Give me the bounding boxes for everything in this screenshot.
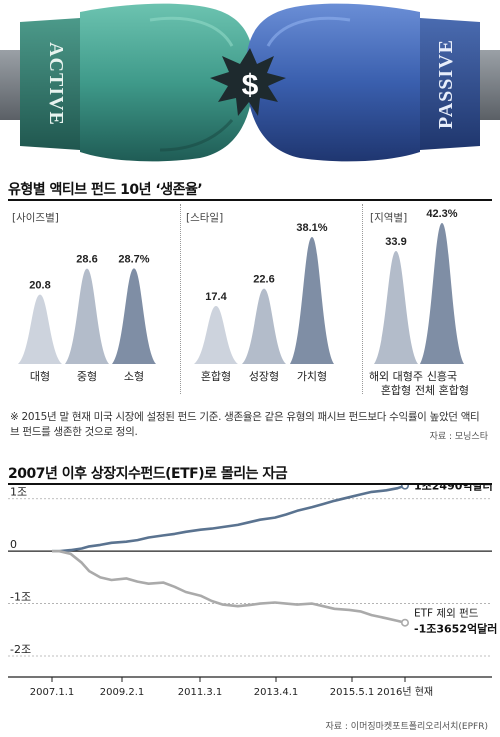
- category-label: 전체 혼합형: [415, 384, 469, 397]
- survival-peak: [420, 223, 464, 364]
- series-value-label: -1조3652억달러: [414, 622, 497, 636]
- category-label: 중형: [77, 370, 97, 383]
- right-glove-icon: [245, 3, 480, 162]
- value-label: 28.7%: [118, 253, 149, 265]
- value-label: 22.6: [253, 274, 274, 286]
- passive-label: PASSIVE: [435, 39, 457, 129]
- category-label: 해외 대형주: [369, 369, 423, 383]
- impact-burst-icon: [210, 48, 286, 116]
- series-value-label: 1조2490억달러: [414, 485, 493, 493]
- y-tick-label: 1조: [10, 486, 27, 499]
- survival-peak: [18, 294, 62, 364]
- category-label: 대형: [30, 370, 50, 383]
- series-name-label: ETF 제외 펀드: [414, 608, 479, 620]
- x-tick-label: 2009.2.1: [100, 687, 145, 698]
- left-arm: [0, 50, 20, 120]
- y-tick-label: -1조: [10, 591, 31, 604]
- group-separator: [362, 204, 363, 394]
- group-label-size: [사이즈별]: [12, 212, 59, 224]
- footnote: ※ 2015년 말 현재 미국 시장에 설정된 펀드 기준. 생존율은 같은 유…: [10, 411, 480, 438]
- survival-rate-chart: 20.8 대형 28.6 중형 28.7% 소형 17.4 혼합형 22.6 성장형 38.1% 가치…: [18, 208, 469, 397]
- dollar-icon: $: [242, 69, 259, 102]
- x-tick-label: 2015.5.1: [330, 687, 375, 698]
- right-arm: [480, 50, 500, 120]
- active-label: ACTIVE: [45, 42, 67, 126]
- y-tick-label: -2조: [10, 643, 31, 656]
- category-label: 신흥국: [427, 369, 457, 383]
- category-label: 가치형: [297, 370, 327, 383]
- survival-peak: [65, 268, 109, 364]
- category-label: 혼합형: [201, 370, 231, 383]
- etf-line: [52, 485, 406, 553]
- end-point: [400, 618, 409, 627]
- value-label: 28.6: [76, 254, 97, 266]
- etf-flow-title: 2007년 이후 상장지수펀드(ETF)로 몰리는 자금: [8, 466, 288, 482]
- section1-divider: [8, 199, 492, 201]
- group-label-region: [지역별]: [370, 212, 408, 224]
- x-tick-label: 2007.1.1: [30, 687, 75, 698]
- survival-peak: [112, 268, 156, 364]
- x-tick-label: 2016년 현재: [377, 686, 433, 698]
- end-point: [401, 485, 409, 490]
- non-etf-line: [52, 549, 406, 624]
- group-label-style: [스타일]: [186, 212, 224, 224]
- category-label: 소형: [124, 370, 144, 383]
- value-label: 17.4: [205, 291, 227, 303]
- source-morningstar: 자료 : 모닝스타: [429, 432, 488, 442]
- x-tick-label: 2011.3.1: [178, 687, 223, 698]
- boxing-gloves-graphic: ACTIVE PASSIVE $: [0, 3, 500, 162]
- value-label: 42.3%: [426, 208, 457, 220]
- category-label: 성장형: [249, 370, 279, 383]
- survival-peak: [374, 251, 418, 364]
- boxing-gloves-illustration: ACTIVE PASSIVE $: [0, 0, 500, 170]
- left-glove-icon: [20, 3, 255, 162]
- y-tick-label: 0: [10, 538, 17, 551]
- etf-flow-chart: 1조 0 -1조 -2조 2007.1.1 2009.2.1 2011.3.1 2013.4.…: [8, 485, 497, 698]
- source-epfr: 자료 : 이머징마켓포트폴리오리서치(EPFR): [325, 722, 488, 732]
- survival-rate-title: 유형별 액티브 펀드 10년 ‘생존율’: [8, 182, 203, 198]
- category-label: 혼합형: [381, 384, 411, 397]
- value-label: 33.9: [385, 236, 406, 248]
- survival-peak: [242, 288, 286, 364]
- group-separator: [180, 204, 181, 394]
- survival-peak: [194, 306, 238, 364]
- survival-peak: [290, 237, 334, 364]
- x-tick-label: 2013.4.1: [254, 687, 299, 698]
- section2-divider: [8, 483, 492, 485]
- value-label: 38.1%: [296, 222, 327, 234]
- value-label: 20.8: [29, 280, 50, 292]
